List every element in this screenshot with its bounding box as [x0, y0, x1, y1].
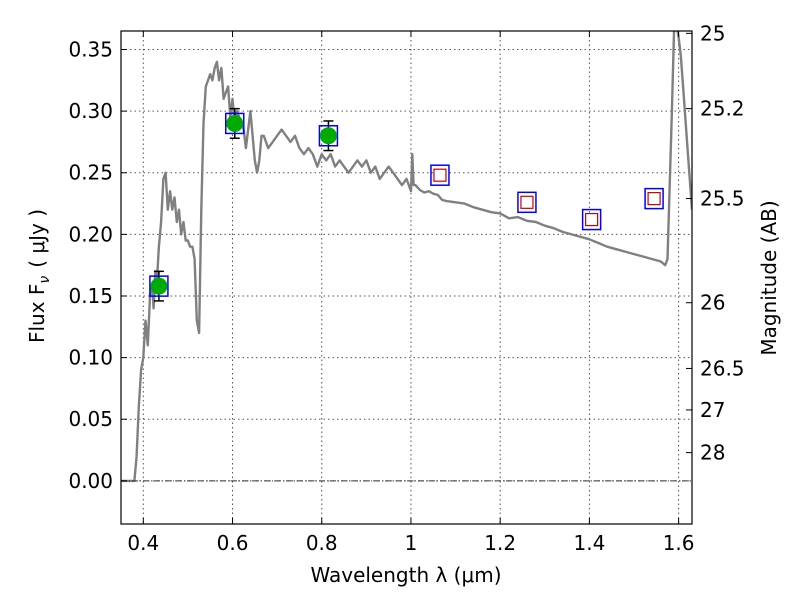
data-point-open: [433, 168, 447, 182]
y2-tick-label: 26: [700, 291, 725, 315]
y-axis-label-unit: ( μJy ): [25, 209, 49, 268]
y-tick-label: 0.00: [68, 469, 113, 493]
data-point-open: [647, 192, 661, 206]
y2-axis-label: Magnitude (AB): [757, 200, 781, 355]
y-tick-label: 0.35: [68, 37, 113, 61]
y-axis-label-subscript: ν: [37, 276, 53, 284]
plot-frame: [120, 30, 693, 525]
x-tick-label: 1: [405, 531, 418, 555]
data-box: [225, 112, 245, 135]
x-tick-label: 0.8: [306, 531, 338, 555]
data-box: [430, 164, 450, 186]
y-tick-label: 0.30: [68, 99, 113, 123]
y2-tick-labels: 25 25.2 25.5 26 26.5 27 28: [700, 21, 745, 464]
x-tick-label: 1.6: [663, 531, 695, 555]
y2-tick-label: 25: [700, 21, 725, 45]
data-box: [581, 208, 602, 231]
y-tick-labels: 0.00 0.05 0.10 0.15 0.20 0.25 0.30 0.35: [68, 37, 113, 492]
data-box: [517, 191, 537, 214]
y-tick-label: 0.15: [68, 284, 113, 308]
data-point-open: [585, 212, 599, 227]
x-tick-label: 0.6: [217, 531, 249, 555]
y2-tick-label: 25.5: [700, 186, 745, 210]
tick-marks: [121, 31, 692, 524]
data-box: [149, 275, 169, 297]
data-point-filled: [226, 114, 244, 132]
y-axis-label: Flux Fν ( μJy ): [25, 209, 53, 343]
y2-tick-label: 25.2: [700, 97, 745, 121]
spectrum-line-layer: [121, 31, 692, 483]
data-box: [644, 187, 664, 210]
marker-layer: [149, 107, 664, 302]
x-axis-label: Wavelength λ (μm): [310, 563, 501, 587]
x-tick-label: 0.4: [127, 531, 159, 555]
y-tick-label: 0.05: [68, 407, 113, 431]
data-point-filled: [319, 127, 337, 145]
y2-tick-label: 27: [700, 398, 725, 422]
x-tick-labels: 0.4 0.6 0.8 1 1.2 1.4 1.6: [127, 531, 694, 555]
y2-tick-label: 26.5: [700, 356, 745, 380]
y-tick-label: 0.20: [68, 222, 113, 246]
x-tick-label: 1.4: [573, 531, 605, 555]
data-point-filled: [150, 277, 168, 295]
data-point-open: [520, 195, 534, 209]
x-tick-label: 1.2: [484, 531, 516, 555]
y-axis-label-main: Flux F: [25, 284, 49, 343]
data-box: [318, 125, 339, 147]
spectrum-line: [121, 31, 692, 483]
y-tick-label: 0.25: [68, 161, 113, 185]
y2-tick-label: 28: [700, 441, 725, 465]
grid: [121, 31, 692, 524]
y-tick-label: 0.10: [68, 346, 113, 370]
